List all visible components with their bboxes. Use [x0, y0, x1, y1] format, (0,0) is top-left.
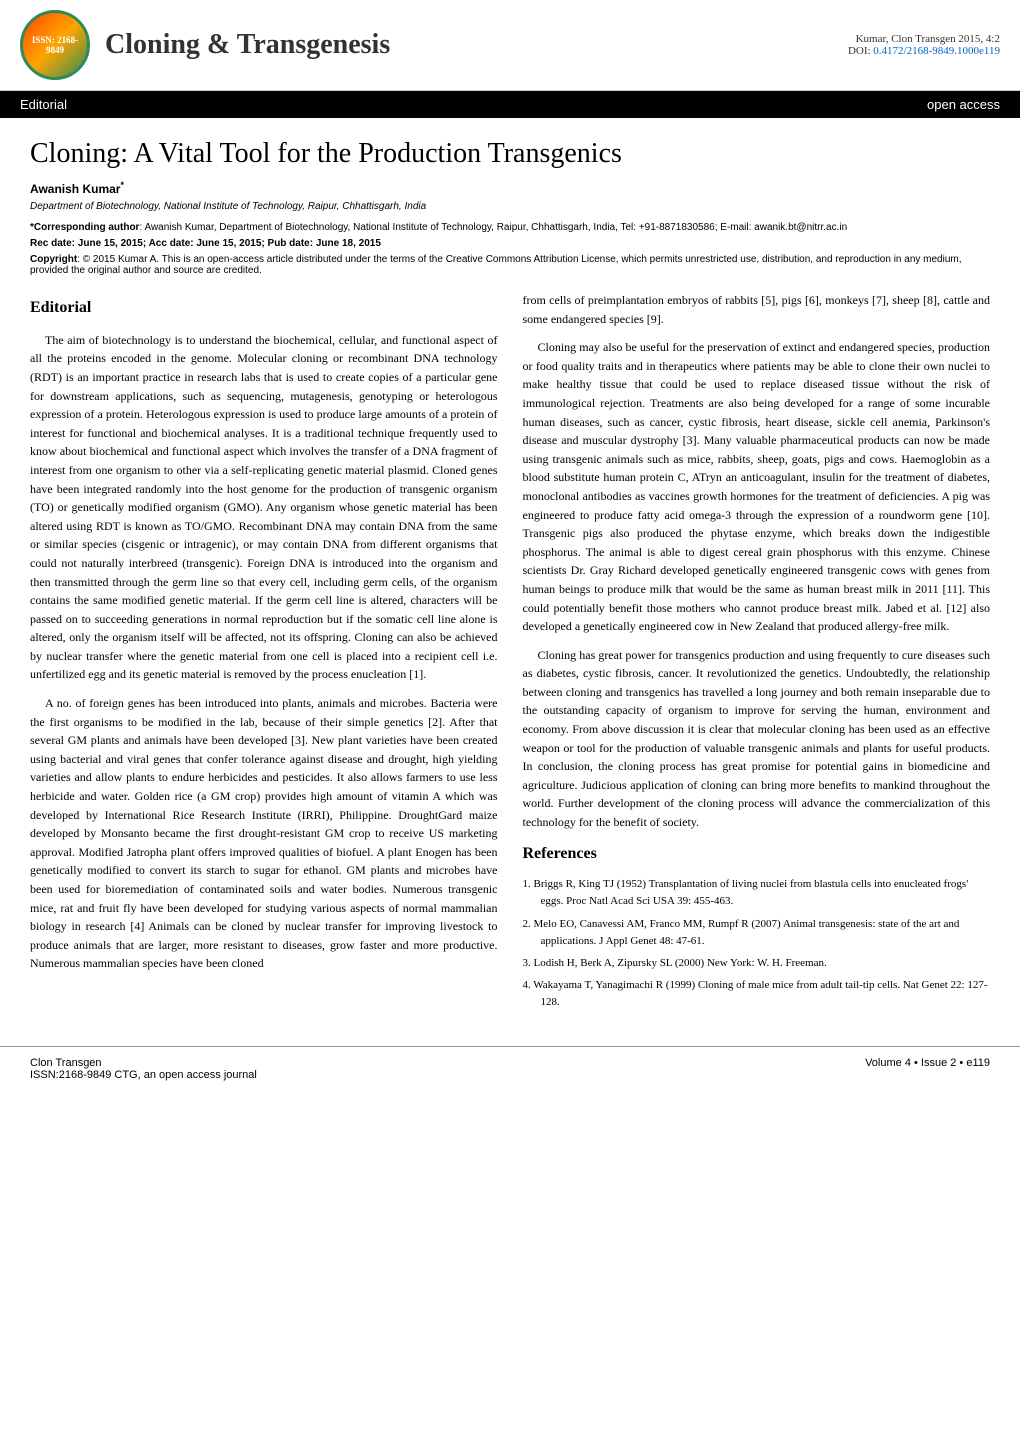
author-superscript: *	[120, 180, 124, 190]
two-column-body: Editorial The aim of biotechnology is to…	[0, 291, 1020, 1046]
footer-journal-abbrev: Clon Transgen	[30, 1057, 257, 1069]
footer-issn: ISSN:2168-9849 CTG, an open access journ…	[30, 1069, 257, 1081]
dates-text: Rec date: June 15, 2015; Acc date: June …	[30, 238, 381, 249]
doi-link[interactable]: 0.4172/2168-9849.1000e119	[873, 45, 1000, 57]
corresponding-label: *Corresponding author	[30, 222, 139, 233]
editorial-heading: Editorial	[30, 296, 498, 321]
copyright-text: : © 2015 Kumar A. This is an open-access…	[30, 254, 962, 276]
footer-volume-issue: Volume 4 • Issue 2 • e119	[865, 1057, 990, 1081]
reference-item[interactable]: 3. Lodish H, Berk A, Zipursky SL (2000) …	[523, 955, 991, 972]
footer-left: Clon Transgen ISSN:2168-9849 CTG, an ope…	[30, 1057, 257, 1081]
copyright-label: Copyright	[30, 254, 77, 265]
paragraph-2: A no. of foreign genes has been introduc…	[30, 694, 498, 973]
paragraph-1: The aim of biotechnology is to understan…	[30, 331, 498, 684]
paragraph-5: Cloning has great power for transgenics …	[523, 646, 991, 832]
doi-label: DOI:	[848, 45, 871, 57]
journal-title: Cloning & Transgenesis	[105, 29, 848, 61]
article-type: Editorial	[20, 97, 67, 112]
citation-text: Kumar, Clon Transgen 2015, 4:2	[848, 33, 1000, 45]
paragraph-4: Cloning may also be useful for the prese…	[523, 338, 991, 636]
corresponding-text: : Awanish Kumar, Department of Biotechno…	[139, 222, 847, 233]
author-text: Awanish Kumar	[30, 182, 120, 196]
logo-issn: ISSN: 2168-9849	[23, 35, 87, 55]
paragraph-3-continuation: from cells of preimplantation embryos of…	[523, 291, 991, 328]
corresponding-author: *Corresponding author: Awanish Kumar, De…	[0, 222, 1020, 238]
page-footer: Clon Transgen ISSN:2168-9849 CTG, an ope…	[0, 1046, 1020, 1091]
access-type: open access	[927, 97, 1000, 112]
author-name: Awanish Kumar*	[0, 180, 1020, 201]
category-bar: Editorial open access	[0, 91, 1020, 118]
reference-item[interactable]: 4. Wakayama T, Yanagimachi R (1999) Clon…	[523, 977, 991, 1011]
doi-block: Kumar, Clon Transgen 2015, 4:2 DOI: 0.41…	[848, 33, 1000, 57]
author-affiliation: Department of Biotechnology, National In…	[0, 201, 1020, 222]
reference-item[interactable]: 2. Melo EO, Canavessi AM, Franco MM, Rum…	[523, 916, 991, 950]
article-dates: Rec date: June 15, 2015; Acc date: June …	[0, 238, 1020, 254]
reference-item[interactable]: 1. Briggs R, King TJ (1952) Transplantat…	[523, 876, 991, 910]
left-column: Editorial The aim of biotechnology is to…	[30, 291, 498, 1016]
header-bar: ISSN: 2168-9849 Cloning & Transgenesis K…	[0, 0, 1020, 91]
journal-logo: ISSN: 2168-9849	[20, 10, 90, 80]
copyright-block: Copyright: © 2015 Kumar A. This is an op…	[0, 254, 1020, 291]
references-heading: References	[523, 842, 991, 867]
article-title: Cloning: A Vital Tool for the Production…	[0, 118, 1020, 180]
right-column: from cells of preimplantation embryos of…	[523, 291, 991, 1016]
